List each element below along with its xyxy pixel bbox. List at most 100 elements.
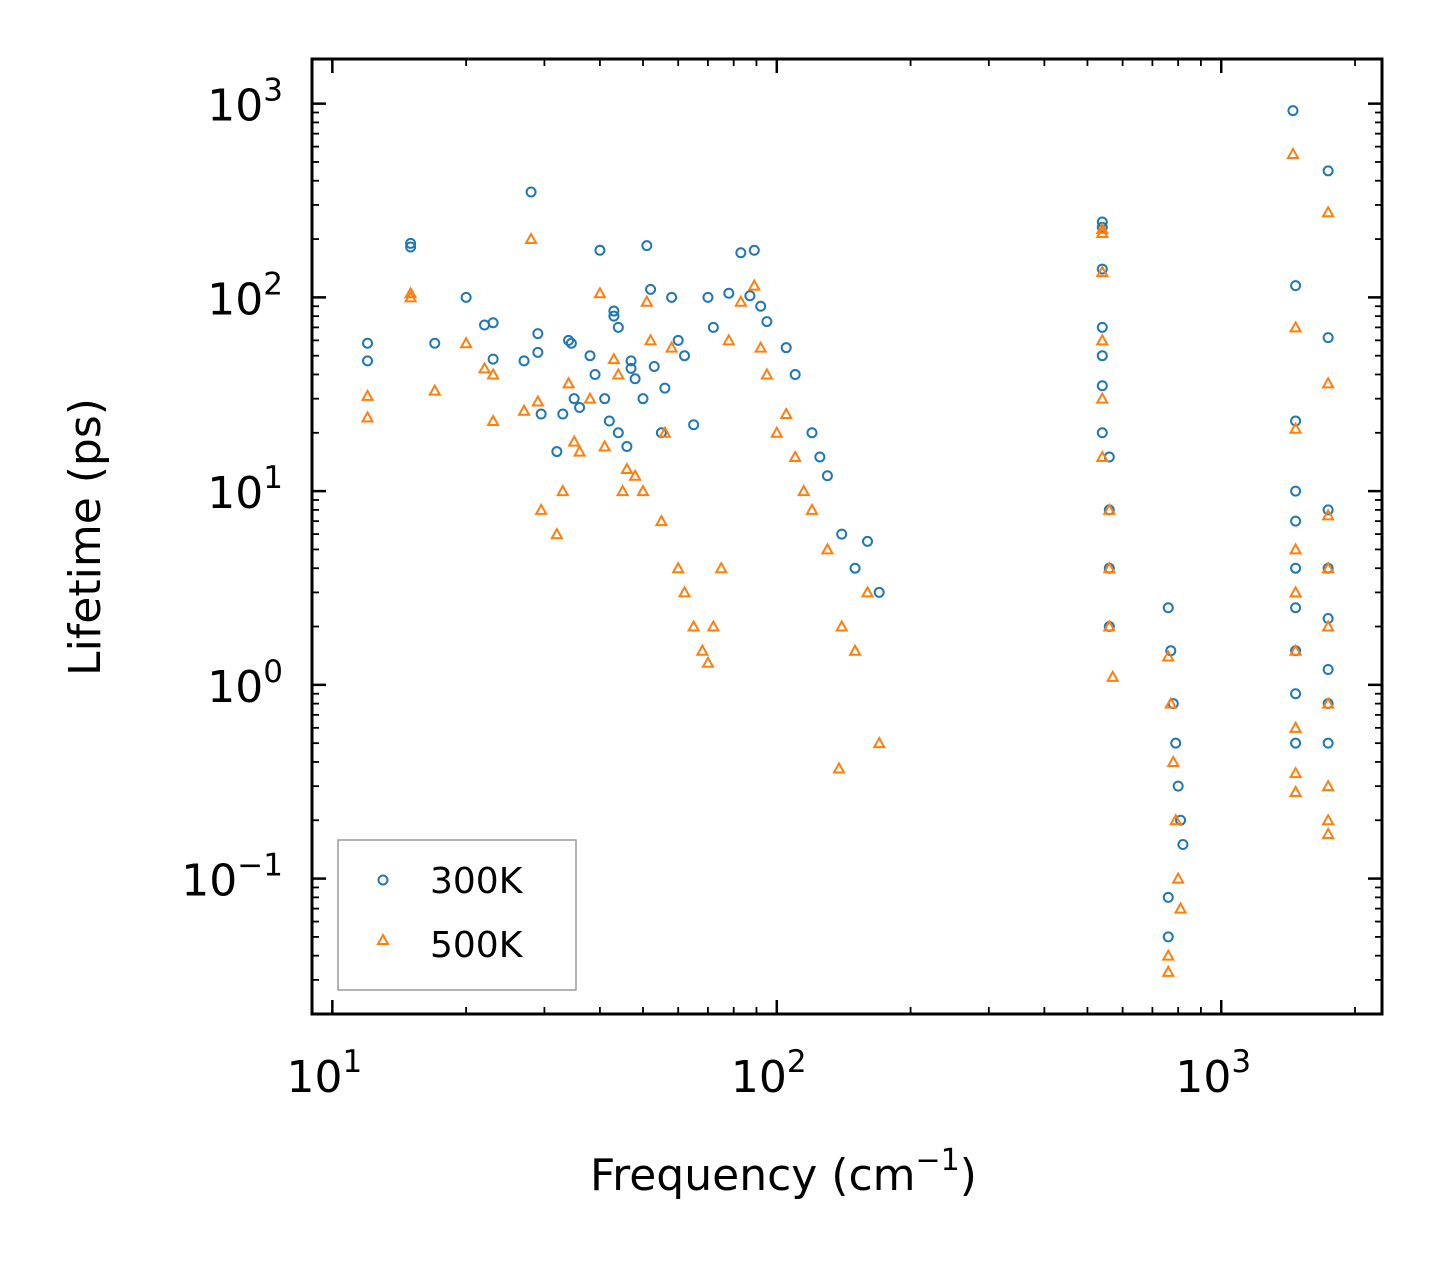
data-point-500k [459, 336, 473, 349]
data-point-300k [584, 350, 596, 362]
data-point-500k [1321, 779, 1335, 792]
data-point-300k [1172, 780, 1184, 792]
tick-labels-layer: 101 102 103 10−1 100 101 102 103 [181, 73, 1251, 1103]
data-point-300k [621, 440, 633, 452]
data-point-300k [574, 402, 586, 414]
plot-frame [310, 57, 1384, 1016]
data-point-500k [770, 425, 784, 438]
data-point-300k [487, 353, 499, 365]
legend-box [337, 839, 577, 991]
series-layer [360, 105, 1335, 977]
data-point-500k [1102, 619, 1117, 632]
data-point-500k [428, 383, 442, 396]
data-point-500k [1288, 643, 1303, 656]
data-point-300k [789, 368, 801, 380]
data-point-300k [645, 283, 657, 295]
data-point-500k [654, 514, 669, 527]
data-point-500k [1095, 449, 1109, 463]
data-point-300k [1096, 427, 1108, 439]
data-point-300k [666, 291, 678, 303]
data-point-300k [707, 321, 719, 333]
data-point-300k [1322, 332, 1334, 344]
data-point-300k [637, 393, 649, 405]
data-point-500k [1321, 508, 1335, 521]
data-point-500k [760, 367, 774, 380]
data-point-500k [695, 643, 710, 656]
data-point-500k [1288, 421, 1303, 434]
data-point-300k [1162, 602, 1174, 614]
data-point-500k [722, 333, 736, 346]
x-axis-title-close: ) [960, 1150, 977, 1201]
data-point-500k [640, 294, 654, 307]
data-point-300k [862, 535, 874, 547]
data-point-500k [597, 439, 612, 452]
data-point-500k [403, 290, 418, 303]
data-point-500k [671, 561, 685, 574]
data-point-500k [620, 461, 634, 475]
data-point-300k [1290, 515, 1302, 527]
data-point-500k [1173, 901, 1188, 914]
y-tick-label: 102 [207, 266, 283, 325]
data-point-500k [593, 286, 607, 299]
x-axis-title: Frequency (cm−1) [590, 1143, 977, 1201]
data-point-500k [1169, 813, 1183, 826]
data-point-500k [1321, 696, 1335, 709]
data-point-500k [583, 391, 597, 404]
legend: 300K 500K [337, 839, 577, 991]
data-point-500k [788, 449, 802, 463]
data-point-500k [561, 376, 576, 389]
data-point-300k [1290, 602, 1302, 614]
data-point-500k [628, 468, 642, 481]
data-point-300k [641, 240, 653, 252]
data-point-300k [1162, 931, 1174, 943]
data-point-300k [599, 393, 611, 405]
data-point-500k [779, 406, 793, 420]
data-point-500k [567, 434, 581, 447]
data-point-300k [744, 290, 756, 302]
y-tick-label: 101 [207, 460, 283, 519]
data-point-500k [677, 585, 692, 598]
legend-label-300k: 300K [430, 861, 524, 902]
data-point-500k [1288, 720, 1303, 733]
data-point-500k [360, 410, 375, 423]
data-point-500k [1288, 542, 1303, 555]
data-point-500k [686, 619, 701, 632]
data-point-300k [814, 451, 826, 463]
data-point-300k [608, 305, 620, 317]
data-point-500k [747, 278, 761, 291]
data-point-300k [748, 244, 760, 256]
data-point-300k [755, 300, 767, 312]
data-point-500k [1288, 784, 1303, 797]
data-point-300k [1290, 485, 1302, 497]
x-tick-label: 101 [286, 1044, 362, 1103]
data-point-500k [664, 340, 679, 353]
data-point-300k [723, 287, 735, 299]
data-point-300k [589, 368, 601, 380]
data-point-300k [1287, 105, 1299, 117]
data-point-500k [1102, 561, 1117, 574]
data-point-300k [1170, 737, 1182, 749]
data-point-500k [1286, 146, 1300, 159]
data-point-300k [1322, 165, 1334, 177]
data-point-300k [563, 334, 575, 346]
data-point-500k [1288, 585, 1303, 598]
data-point-500k [1171, 871, 1185, 884]
data-point-300k [625, 355, 637, 367]
data-point-500k [486, 413, 500, 427]
data-point-500k [556, 484, 570, 497]
data-point-300k [688, 419, 700, 431]
data-point-500k [734, 294, 748, 307]
data-point-300k [625, 362, 637, 374]
data-point-300k [1322, 737, 1334, 749]
data-point-300k [1290, 737, 1302, 749]
data-point-500k [1288, 320, 1303, 333]
legend-label-500k: 500K [430, 925, 524, 966]
data-point-500k [1095, 222, 1109, 235]
data-point-300k [702, 291, 714, 303]
data-point-300k [362, 337, 374, 349]
y-tick-label: 100 [207, 654, 283, 713]
data-point-300k [429, 337, 441, 349]
data-point-300k [612, 321, 624, 333]
data-point-500k [517, 403, 531, 416]
data-point-300k [405, 237, 417, 249]
